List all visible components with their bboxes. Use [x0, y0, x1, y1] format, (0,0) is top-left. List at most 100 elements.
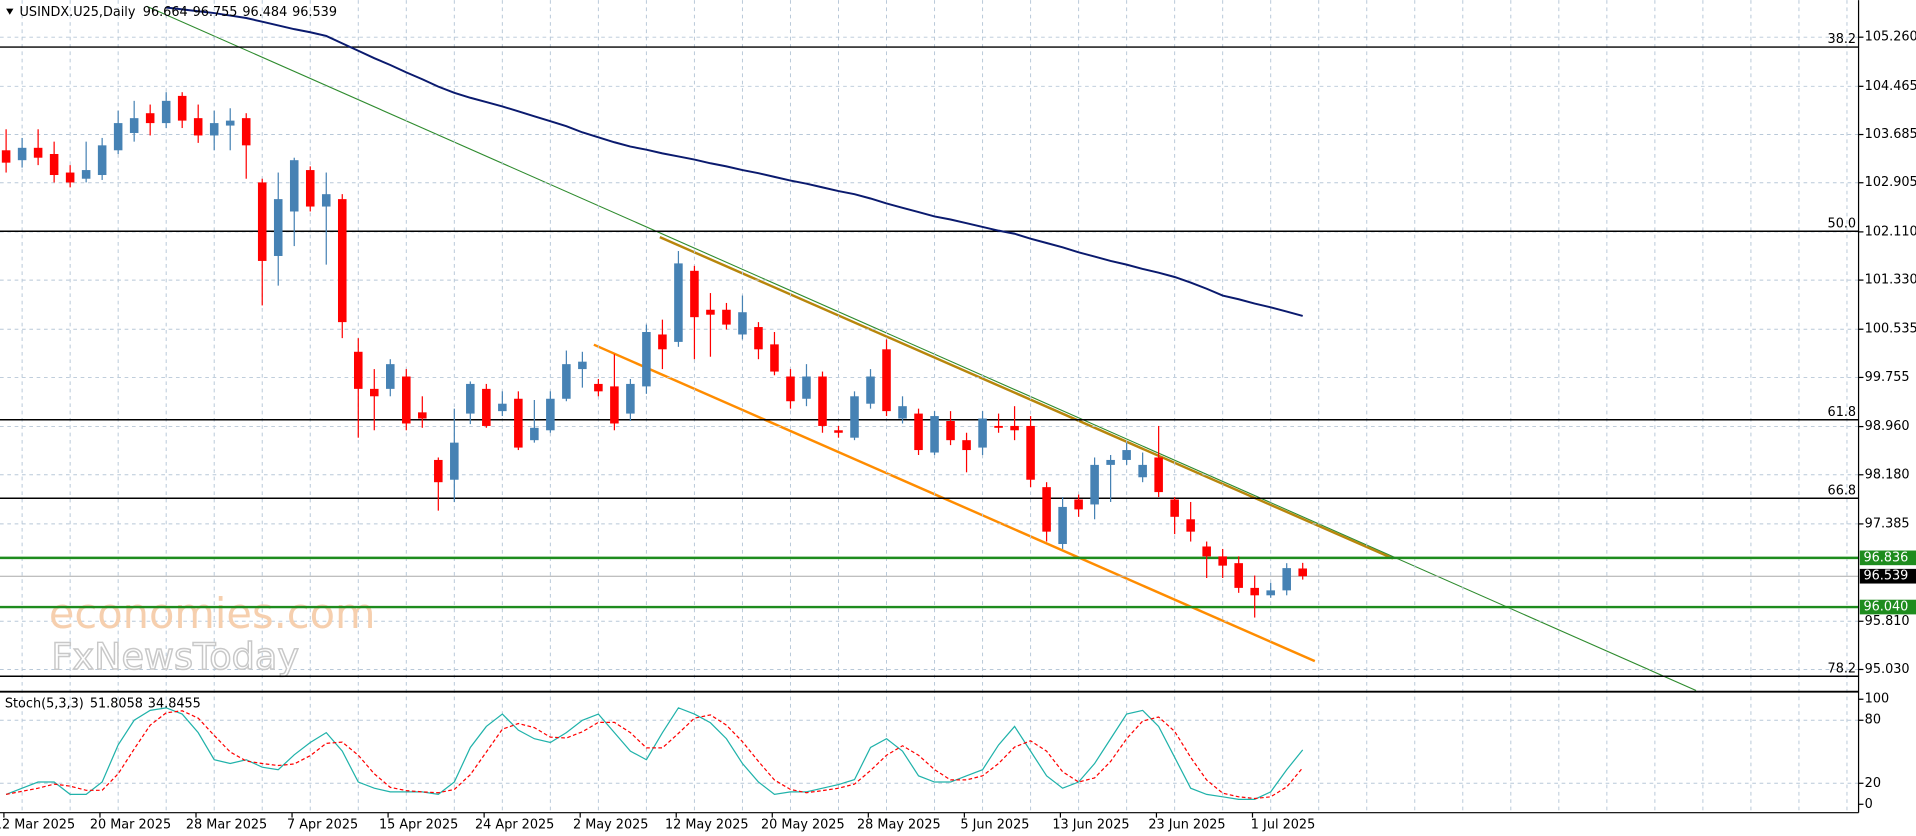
x-tick-label: 28 May 2025: [857, 817, 941, 832]
price-tag: [1859, 599, 1916, 615]
candle-body: [1170, 499, 1179, 517]
y-tick-label: 0: [1865, 797, 1873, 812]
stoch-line: [5, 710, 1304, 800]
y-tick-label: 95.030: [1865, 662, 1910, 677]
candle-body: [305, 170, 315, 207]
x-tick-label: 12 Mar 2025: [0, 817, 75, 832]
menu-arrow[interactable]: [6, 8, 14, 15]
y-tick-label: 105.260: [1865, 30, 1916, 45]
candle-body: [754, 327, 763, 350]
x-tick-label: 5 Jun 2025: [960, 817, 1029, 832]
candle-body: [802, 376, 811, 399]
candle-body: [321, 194, 331, 207]
candle-body: [1266, 590, 1275, 596]
candle-body: [610, 386, 619, 424]
candle-body: [402, 376, 411, 424]
fib-level-label: 38.2: [1828, 32, 1857, 47]
candle-body: [337, 199, 347, 323]
price-tag-label: 96.836: [1863, 550, 1908, 565]
candle-body: [1010, 425, 1019, 431]
candle-body: [1042, 487, 1051, 532]
candle-body: [241, 118, 251, 146]
candle-body: [1202, 546, 1211, 557]
header-value: 96.484: [242, 5, 287, 20]
x-tick-label: 24 Apr 2025: [475, 817, 554, 832]
channel-upper: [659, 236, 1394, 560]
y-tick-label: 102.905: [1865, 175, 1916, 190]
candle-body: [225, 120, 235, 126]
fib-level-label: 66.8: [1828, 483, 1857, 498]
candle-body: [946, 421, 955, 441]
candle-body: [353, 351, 363, 389]
candle-body: [1090, 464, 1099, 505]
candle-body: [33, 147, 43, 158]
candle-body: [209, 123, 219, 136]
y-tick-label: 102.110: [1865, 224, 1916, 239]
moving-average: [166, 6, 1303, 317]
candle-body: [594, 383, 603, 392]
candle-body: [498, 403, 507, 412]
watermark: economies.com: [49, 589, 376, 638]
candle-body: [626, 383, 635, 414]
candle-body: [1154, 457, 1163, 493]
candle-body: [17, 147, 27, 161]
price-tag-label: 96.040: [1863, 600, 1908, 615]
candle-body: [1186, 519, 1195, 532]
y-tick-label: 99.755: [1865, 370, 1910, 385]
y-tick-label: 98.960: [1865, 419, 1910, 434]
y-tick-label: 95.810: [1865, 614, 1910, 629]
candle-body: [450, 442, 459, 480]
candle-body: [1218, 556, 1227, 566]
candle-body: [1122, 450, 1131, 460]
candle-body: [786, 376, 795, 402]
candle-body: [930, 416, 939, 453]
candle-body: [466, 383, 475, 414]
candle-body: [129, 118, 139, 133]
candle-body: [482, 388, 491, 426]
y-tick-label: 104.465: [1865, 79, 1916, 94]
candle-body: [770, 344, 779, 372]
candle-body: [722, 309, 731, 325]
candle-body: [738, 312, 747, 335]
candle-body: [161, 100, 171, 124]
candle-body: [97, 145, 107, 176]
candle-body: [386, 364, 395, 389]
indicator-value: 34.8455: [148, 696, 201, 711]
candle-body: [706, 309, 715, 315]
indicator-value: 51.8058: [90, 696, 143, 711]
candle-body: [289, 160, 299, 212]
x-tick-label: 20 May 2025: [761, 817, 845, 832]
candle-body: [145, 113, 155, 124]
candle-body: [674, 263, 683, 342]
x-tick-label: 20 Mar 2025: [90, 817, 171, 832]
fib-level-label: 50.0: [1828, 216, 1857, 231]
y-tick-label: 20: [1865, 776, 1881, 791]
candle-body: [434, 459, 443, 483]
chart-title: USINDX.U25,Daily: [20, 5, 136, 20]
candle-body: [514, 398, 523, 448]
x-tick-label: 15 Apr 2025: [379, 817, 458, 832]
candle-body: [257, 182, 267, 261]
y-tick-label: 97.385: [1865, 516, 1910, 531]
candle-body: [193, 118, 203, 136]
candle-body: [1, 150, 11, 163]
candle-body: [1282, 568, 1291, 591]
x-tick-label: 13 Jun 2025: [1052, 817, 1129, 832]
candle-body: [850, 396, 859, 438]
candle-body: [81, 170, 91, 179]
current-price-tag: [1859, 568, 1916, 584]
candle-body: [49, 153, 59, 176]
candle-body: [370, 388, 379, 397]
candle-body: [578, 361, 587, 370]
candle-body: [1058, 506, 1067, 545]
candle-body: [818, 376, 827, 426]
current-price-label: 96.539: [1863, 569, 1908, 584]
y-tick-label: 80: [1865, 713, 1881, 728]
candle-body: [658, 334, 667, 350]
candle-body: [994, 425, 1003, 428]
candle-body: [642, 332, 651, 387]
x-tick-label: 23 Jun 2025: [1148, 817, 1225, 832]
candle-body: [962, 440, 971, 451]
candle-body: [562, 364, 571, 399]
